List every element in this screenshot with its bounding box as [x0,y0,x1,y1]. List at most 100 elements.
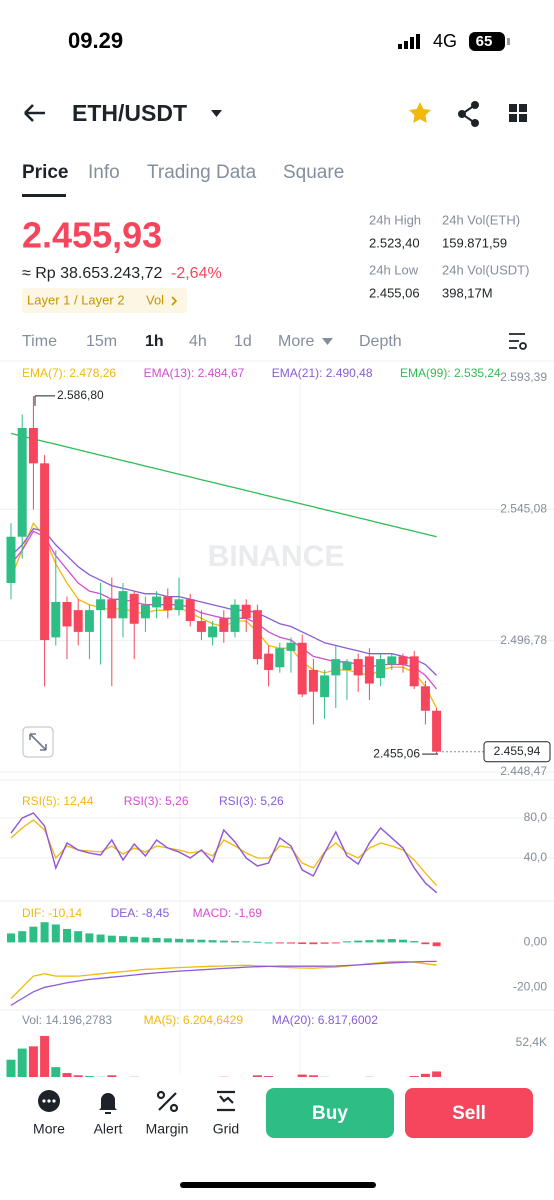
candle-body [17,427,27,537]
volume-bar [252,1075,262,1077]
volume-bar [432,1071,442,1077]
sell-label[interactable]: Sell [452,1103,486,1124]
candle-body [342,661,352,670]
macd-bar [29,926,38,943]
interval[interactable]: 4h [189,333,207,350]
margin-icon[interactable] [156,1090,179,1113]
action-label[interactable]: Grid [213,1121,239,1137]
stat-label: 24h High [369,212,421,227]
watermark: BINANCE [208,540,345,573]
battery-level: 65 [476,33,493,50]
y-tick-label: 80,0 [524,810,548,824]
legend-entry: MA(20): 6.817,6002 [272,1013,378,1027]
network: 4G [433,31,457,51]
share[interactable] [458,101,479,127]
macd-bar [197,939,206,943]
buy-button[interactable] [266,1088,394,1138]
candle-body [308,669,318,692]
macd-bar [231,941,239,943]
grid-icon[interactable] [217,1090,235,1112]
volume-bar [6,1059,16,1077]
legend-entry: RSI(5): 12,44 [22,794,94,808]
tag[interactable]: Layer 1 / Layer 2 [27,292,125,307]
volume-bar [129,1076,139,1077]
action-label[interactable]: Alert [94,1121,123,1137]
volume-bar [96,1076,106,1077]
interval[interactable]: Time [22,333,57,350]
candle-body [432,710,442,752]
candle-body [73,610,83,632]
interval[interactable]: 15m [86,333,117,350]
candle-body [420,686,430,711]
interval[interactable]: More [278,333,315,350]
macd-bar [320,942,329,944]
candle-body [196,621,206,632]
macd-bar [119,936,127,943]
stat-label: 24h Vol(ETH) [442,212,520,227]
macd-bar [152,937,161,943]
candle-body [320,675,330,698]
interval[interactable]: Depth [359,333,402,350]
macd-bar [130,936,139,943]
volume-bar [84,1076,94,1077]
tag[interactable]: Vol [146,292,164,307]
macd-bar [163,938,172,943]
pair[interactable]: ETH/USDT [72,100,187,126]
macd-bar [208,940,217,943]
tab[interactable]: Price [22,162,68,183]
layout-menu[interactable] [509,104,527,122]
macd-bar [40,922,49,943]
sell-button[interactable] [405,1088,533,1138]
back-button[interactable] [24,104,45,122]
macd-bar [253,941,262,943]
volume-bar [308,1075,318,1077]
volume-panel [6,1035,442,1077]
macd-bar [421,942,430,945]
volume-bar [219,1076,229,1077]
favorite[interactable] [409,102,431,123]
more-icon[interactable] [38,1090,60,1112]
buy-label[interactable]: Buy [312,1103,348,1124]
candle-body [28,427,38,464]
candle-body [96,599,106,611]
tab[interactable]: Info [88,162,120,183]
candle-body [62,601,72,627]
action-label[interactable]: More [33,1121,65,1137]
action-label[interactable]: Margin [146,1121,189,1137]
tag-box[interactable] [22,288,187,313]
candle-body [152,596,162,608]
macd-bar [432,942,441,947]
last-price: 2.455,93 [22,215,162,256]
home-indicator [180,1182,376,1188]
pair-caret[interactable] [211,110,222,117]
macd-bar [175,938,183,943]
chart-settings[interactable] [509,333,527,350]
tag-chevron [171,296,178,306]
interval[interactable]: 1d [234,333,252,350]
tab[interactable]: Trading Data [147,162,257,183]
more-caret[interactable] [322,338,333,345]
candle-body [107,599,117,619]
macd-bar [376,939,385,943]
indicator-line [10,960,437,1006]
candle-body [353,659,363,676]
macd-bar [410,941,419,943]
low-label: 2.455,06 [373,746,420,760]
macd-bar [74,931,83,943]
tab[interactable]: Square [283,162,344,183]
alert-icon[interactable] [99,1093,117,1114]
high-label: 2.586,80 [57,388,104,402]
candle-body [264,653,274,670]
volume-bar [364,1076,374,1077]
macd-bar [141,937,150,943]
macd-bar [7,933,15,943]
candle-body [387,656,397,665]
stat-label: 24h Vol(USDT) [442,262,529,277]
interval[interactable]: 1h [145,333,164,350]
y-tick-label: 2.593,39 [500,370,547,384]
candle-body [230,604,240,632]
legend-entry: RSI(3): 5,26 [124,794,189,808]
macd-bar [309,942,318,945]
